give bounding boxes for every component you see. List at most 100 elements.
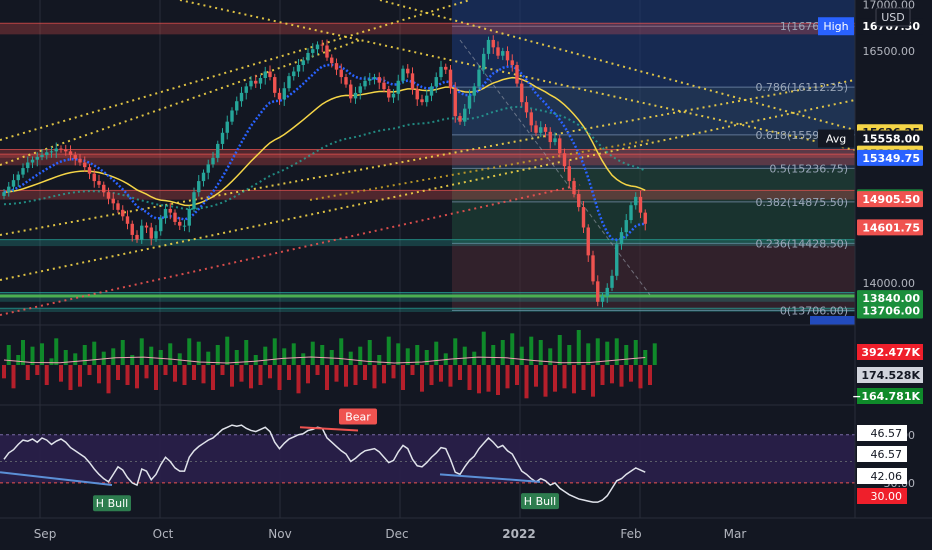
candle[interactable] [349,79,353,103]
candle[interactable] [201,169,206,187]
volume-bar[interactable] [424,350,429,365]
candle[interactable] [254,74,258,88]
candle[interactable] [581,201,586,233]
volume-bar[interactable] [154,365,158,390]
volume-bar[interactable] [82,345,87,365]
volume-bar[interactable] [253,355,258,365]
candle[interactable] [391,89,396,103]
candle[interactable] [135,230,139,243]
candle[interactable] [92,169,96,188]
volume-bar[interactable] [310,341,315,365]
volume-bar[interactable] [372,365,377,389]
candle[interactable] [97,175,101,189]
volume-bar[interactable] [572,365,576,394]
volume-bar[interactable] [30,346,35,365]
volume-bar[interactable] [220,365,225,375]
candle[interactable] [273,73,277,98]
volume-bar[interactable] [301,353,306,365]
volume-bar[interactable] [215,345,220,365]
candle[interactable] [178,217,182,231]
volume-bar[interactable] [135,365,139,389]
candle[interactable] [415,85,419,106]
candle[interactable] [315,41,320,55]
volume-bar[interactable] [116,365,120,380]
candle[interactable] [543,123,548,138]
candle[interactable] [410,67,415,95]
candle[interactable] [277,88,282,105]
candle[interactable] [425,89,429,107]
volume-bar[interactable] [591,365,595,397]
volume-bar[interactable] [529,336,534,365]
candle[interactable] [73,151,77,166]
candle[interactable] [296,58,301,77]
volume-bar[interactable] [177,353,182,365]
volume-bar[interactable] [396,343,401,365]
volume-bar[interactable] [92,341,97,365]
volume-bar[interactable] [367,340,372,365]
volume-bar[interactable] [534,365,538,387]
candle[interactable] [629,201,633,224]
candle[interactable] [406,64,410,78]
volume-bar[interactable] [296,365,301,394]
volume-bar[interactable] [458,365,462,380]
candle[interactable] [344,73,348,88]
candle[interactable] [163,204,168,224]
volume-bar[interactable] [638,365,643,389]
volume-bar[interactable] [477,365,481,394]
volume-bar[interactable] [111,348,116,365]
volume-bar[interactable] [287,365,291,380]
candle[interactable] [282,82,286,106]
volume-bar[interactable] [553,365,557,392]
volume-bar[interactable] [125,365,130,385]
candle[interactable] [510,54,514,72]
candle[interactable] [225,115,229,140]
volume-bar[interactable] [97,365,101,384]
volume-bar[interactable] [348,351,353,365]
candle[interactable] [634,192,638,210]
volume-bar[interactable] [605,341,610,365]
volume-bar[interactable] [173,365,177,382]
candle[interactable] [458,112,462,125]
volume-bar[interactable] [78,365,82,387]
volume-bar[interactable] [377,355,382,365]
candle[interactable] [372,73,377,85]
candle[interactable] [159,214,163,236]
candle[interactable] [396,74,400,101]
volume-bar[interactable] [40,343,44,365]
volume-bar[interactable] [557,335,562,365]
volume-bar[interactable] [519,346,524,365]
candle[interactable] [401,65,405,85]
candle[interactable] [572,177,576,198]
volume-bar[interactable] [230,365,234,387]
volume-bar[interactable] [272,338,277,365]
candle[interactable] [520,78,524,107]
candle[interactable] [239,86,244,107]
volume-bar[interactable] [59,365,63,382]
candle[interactable] [600,292,605,308]
candle[interactable] [330,54,334,68]
candle[interactable] [311,43,315,58]
candle[interactable] [40,149,44,161]
volume-bar[interactable] [614,338,619,365]
volume-bar[interactable] [415,345,420,365]
volume-bar[interactable] [244,340,249,365]
candle[interactable] [11,174,16,193]
candle[interactable] [429,83,434,102]
candle[interactable] [577,189,581,212]
candle[interactable] [320,39,324,53]
candle[interactable] [387,85,391,102]
price-tag[interactable]: 14601.75 [857,219,923,236]
volume-bar[interactable] [268,365,272,379]
volume-bar[interactable] [63,350,68,365]
volume-bar[interactable] [49,358,54,365]
candle[interactable] [292,66,296,81]
rsi-line[interactable] [3,424,646,503]
volume-bar[interactable] [315,365,320,375]
volume-bar[interactable] [576,330,581,365]
volume-bar[interactable] [25,365,30,380]
candle[interactable] [368,72,372,86]
volume-bar[interactable] [130,355,135,365]
volume-tag[interactable]: 174.528K [857,367,923,383]
candle[interactable] [130,220,134,242]
candle[interactable] [382,76,386,93]
